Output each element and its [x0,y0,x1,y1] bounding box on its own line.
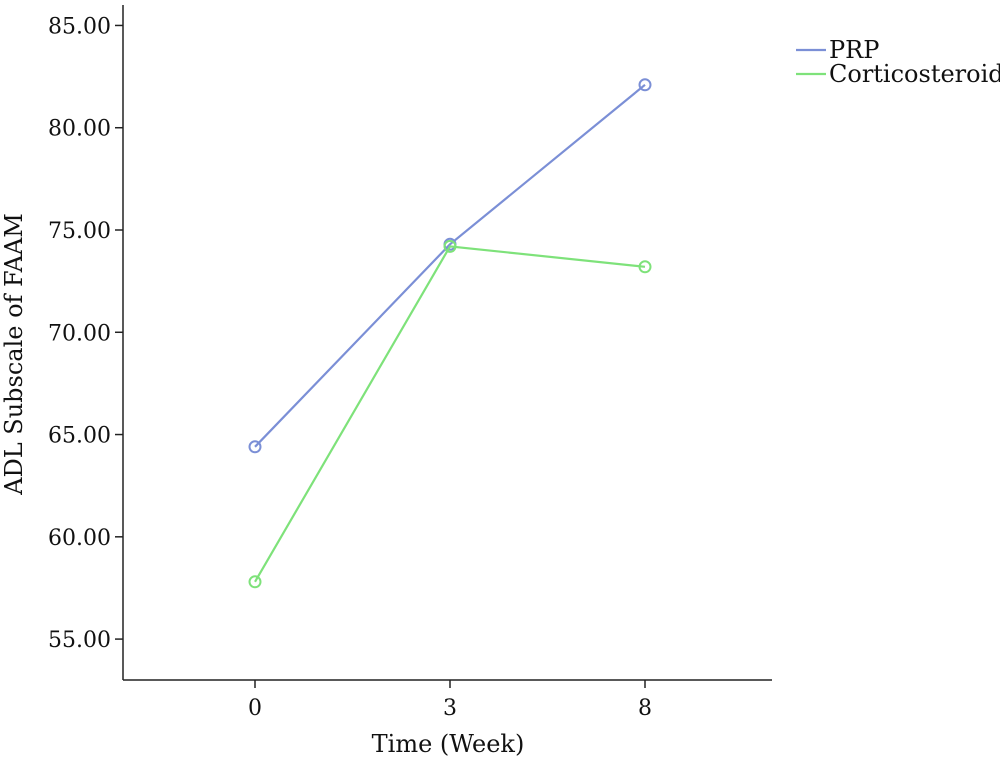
x-tick-label: 3 [443,696,457,721]
x-axis-title: Time (Week) [372,730,525,758]
legend-label-corticosteroid: Corticosteroid [829,60,1000,88]
y-tick-label: 55.00 [48,628,111,653]
legend-label-prp: PRP [829,36,879,64]
data-point-corticosteroid [443,239,457,253]
ticks: 55.00 60.00 65.00 70.00 75.00 80.00 85.00 0 3 8 [48,14,652,721]
y-tick-label: 65.00 [48,424,111,449]
axes [122,5,772,681]
y-tick-label: 70.00 [48,321,111,346]
y-tick-label: 60.00 [48,526,111,551]
series-layer [248,78,652,589]
data-point-corticosteroid [638,260,652,274]
x-tick-label: 8 [638,696,652,721]
series-line-prp [254,83,646,448]
y-tick-label: 80.00 [48,117,111,142]
data-point-prp [248,440,262,454]
data-point-prp [638,78,652,92]
x-tick-label: 0 [248,696,262,721]
series-line-corticosteroid [254,245,646,583]
y-axis-title: ADL Subscale of FAAM [0,213,28,496]
data-point-corticosteroid [248,575,262,589]
y-tick-label: 85.00 [48,14,111,39]
y-tick-label: 75.00 [48,219,111,244]
